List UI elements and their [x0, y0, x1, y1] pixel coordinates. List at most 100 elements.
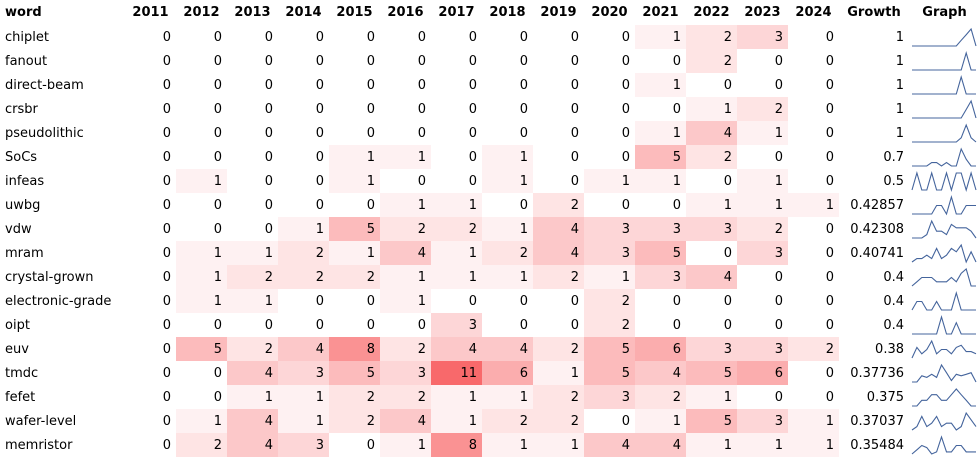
count-cell: 0: [737, 73, 788, 97]
graph-cell: [909, 265, 980, 289]
column-header: 2021: [642, 5, 679, 20]
count-cell: 1: [737, 121, 788, 145]
count-value: 0: [825, 53, 834, 69]
count-cell: 0: [380, 121, 431, 145]
count-value: 0: [468, 53, 477, 69]
count-value: 0: [315, 197, 324, 213]
growth-cell: 1: [895, 125, 904, 141]
growth-cell: 0.5: [883, 173, 904, 189]
count-cell: 0: [686, 289, 737, 313]
count-cell: 2: [737, 97, 788, 121]
count-value: 0: [774, 269, 783, 285]
growth-cell: 1: [895, 77, 904, 93]
growth-cell: 0.4: [883, 317, 904, 333]
count-cell: 2: [227, 337, 278, 361]
column-header: 2024: [795, 5, 832, 20]
count-value: 1: [774, 173, 783, 189]
count-value: 3: [672, 221, 681, 237]
count-cell: 2: [482, 241, 533, 265]
data-row: direct-beam 0 0 0 0 0 0 0 0 0 0 1 0 0 0 1: [0, 73, 980, 97]
count-value: 0: [621, 77, 630, 93]
count-cell: 3: [737, 409, 788, 433]
column-header: 2020: [591, 5, 628, 20]
sparkline-line: [912, 388, 976, 407]
count-cell: 2: [329, 385, 380, 409]
count-cell: 0: [227, 193, 278, 217]
count-cell: 3: [635, 265, 686, 289]
count-value: 1: [621, 173, 630, 189]
count-value: 0: [825, 365, 834, 381]
count-value: 1: [417, 437, 426, 453]
count-value: 0: [468, 149, 477, 165]
count-cell: 0: [125, 25, 176, 49]
count-cell: 0: [482, 25, 533, 49]
count-value: 1: [621, 269, 630, 285]
count-value: 0: [162, 197, 171, 213]
count-value: 0: [519, 53, 528, 69]
count-value: 0: [162, 29, 171, 45]
growth-cell: 0.375: [866, 389, 904, 405]
graph-cell: [909, 313, 980, 337]
count-value: 4: [570, 245, 579, 261]
count-value: 0: [162, 221, 171, 237]
sparkline-line: [911, 268, 976, 287]
count-cell: 1: [431, 409, 482, 433]
count-value: 5: [723, 365, 732, 381]
count-cell: 0: [482, 313, 533, 337]
column-header: 2011: [132, 5, 169, 20]
count-cell: 0: [584, 49, 635, 73]
count-value: 0: [366, 77, 375, 93]
graph-cell: [909, 169, 980, 193]
growth-cell: 0.42308: [850, 221, 904, 237]
count-value: 0: [468, 293, 477, 309]
count-cell: 0: [176, 361, 227, 385]
count-cell: 0: [227, 97, 278, 121]
count-cell: 1: [635, 169, 686, 193]
count-cell: 1: [431, 193, 482, 217]
count-cell: 3: [686, 337, 737, 361]
data-row: chiplet 0 0 0 0 0 0 0 0 0 0 1 2 3 0 1: [0, 25, 980, 49]
count-cell: 1: [482, 385, 533, 409]
count-value: 5: [723, 413, 732, 429]
count-cell: 1: [584, 265, 635, 289]
count-value: 0: [468, 101, 477, 117]
word-cell: crystal-grown: [5, 269, 94, 285]
count-cell: 0: [125, 313, 176, 337]
count-cell: 1: [737, 193, 788, 217]
count-value: 1: [519, 149, 528, 165]
count-value: 0: [264, 77, 273, 93]
count-cell: 3: [737, 337, 788, 361]
count-value: 0: [570, 29, 579, 45]
count-value: 4: [468, 341, 477, 357]
count-cell: 1: [635, 121, 686, 145]
count-cell: 1: [176, 289, 227, 313]
count-value: 3: [774, 245, 783, 261]
count-value: 0: [774, 53, 783, 69]
count-cell: 0: [788, 313, 839, 337]
count-value: 0: [213, 77, 222, 93]
sparkline: [912, 27, 977, 47]
count-cell: 6: [482, 361, 533, 385]
count-value: 0: [315, 125, 324, 141]
count-cell: 0: [431, 73, 482, 97]
count-cell: 0: [227, 313, 278, 337]
graph-cell: [909, 337, 980, 361]
count-cell: 3: [278, 361, 329, 385]
count-cell: 0: [788, 361, 839, 385]
header-row: word 2011 2012 2013 2014 2015 2016 2017 2018 2019…: [0, 0, 980, 25]
count-value: 2: [366, 269, 375, 285]
column-header: Growth: [847, 5, 901, 20]
count-value: 0: [213, 221, 222, 237]
count-cell: 1: [737, 169, 788, 193]
count-value: 0: [621, 29, 630, 45]
sparkline: [911, 411, 977, 431]
count-cell: 5: [329, 217, 380, 241]
sparkline-line: [911, 411, 977, 431]
count-value: 1: [315, 221, 324, 237]
count-value: 11: [460, 365, 477, 381]
count-value: 1: [519, 173, 528, 189]
count-cell: 1: [380, 289, 431, 313]
count-value: 0: [162, 173, 171, 189]
count-value: 0: [213, 389, 222, 405]
count-cell: 0: [584, 97, 635, 121]
